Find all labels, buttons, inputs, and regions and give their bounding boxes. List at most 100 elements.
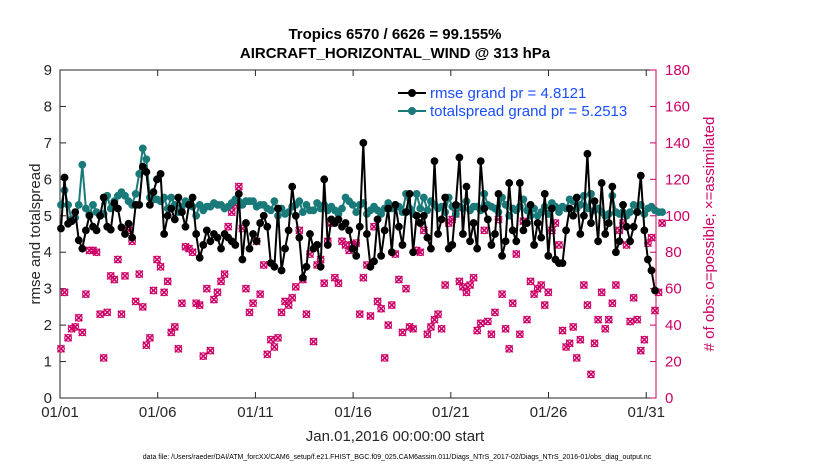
rmse-point: [469, 219, 478, 227]
obs-assimilated-marker: [604, 315, 613, 324]
obs-assimilated-marker: [216, 277, 226, 286]
obs-assimilated-marker: [409, 324, 418, 333]
obs-possible-marker: [469, 273, 478, 282]
rmse-point: [626, 237, 635, 246]
totalspread-point: [555, 208, 563, 217]
rmse-point: [459, 230, 467, 238]
rmse-point: [380, 226, 389, 235]
y2-tick-label: 180: [665, 62, 690, 79]
obs-assimilated-marker: [78, 328, 87, 337]
obs-assimilated-marker: [544, 288, 553, 297]
obs-possible-marker: [334, 279, 343, 288]
rmse-point: [395, 222, 403, 231]
obs-possible-marker: [288, 293, 297, 302]
obs-assimilated-marker: [156, 262, 165, 271]
obs-assimilated-marker: [213, 288, 222, 297]
obs-assimilated-marker: [558, 326, 567, 335]
obs-possible-marker: [284, 301, 293, 309]
obs-assimilated-marker: [355, 310, 364, 319]
obs-possible-marker: [71, 323, 80, 331]
obs-assimilated-marker: [633, 315, 642, 324]
totalspread-point: [419, 193, 428, 202]
obs-assimilated-marker: [601, 324, 610, 333]
rmse-point: [277, 266, 286, 275]
obs-assimilated-marker: [320, 279, 329, 288]
y-tick-label: 9: [44, 62, 52, 79]
obs-possible-marker: [234, 182, 243, 191]
obs-possible-marker: [309, 337, 318, 346]
obs-possible-marker: [476, 319, 485, 328]
rmse-point: [455, 153, 464, 162]
totalspread-point: [626, 208, 635, 217]
obs-possible-marker: [224, 222, 233, 231]
rmse-point: [153, 175, 161, 184]
obs-possible-marker: [146, 333, 154, 342]
obs-possible-marker: [213, 288, 222, 297]
obs-assimilated-marker: [163, 277, 172, 286]
obs-possible-marker: [373, 297, 382, 306]
rmse-point: [370, 257, 378, 266]
rmse-point: [647, 266, 656, 275]
obs-possible-marker: [256, 290, 265, 299]
totalspread-point: [249, 197, 257, 206]
obs-assimilated-marker: [433, 310, 443, 319]
rmse-point: [362, 230, 371, 238]
obs-possible-marker: [78, 328, 87, 337]
totalspread-point: [295, 197, 304, 206]
rmse-point: [512, 237, 521, 246]
totalspread-point: [423, 206, 432, 215]
rmse-point: [113, 204, 122, 213]
obs-assimilated-marker: [401, 284, 411, 293]
obs-possible-marker: [501, 324, 510, 333]
obs-assimilated-marker: [245, 308, 254, 317]
rmse-point: [348, 244, 357, 253]
obs-possible-marker: [466, 281, 474, 289]
obs-possible-marker: [629, 293, 638, 302]
obs-assimilated-marker: [501, 324, 510, 333]
rmse-point: [462, 182, 471, 191]
obs-assimilated-marker: [248, 299, 258, 308]
rmse-point: [412, 211, 421, 220]
totalspread-point: [195, 200, 204, 209]
rmse-point: [615, 237, 624, 246]
totalspread-point: [658, 208, 667, 217]
obs-assimilated-marker: [270, 342, 279, 352]
rmse-point: [533, 219, 542, 227]
obs-assimilated-marker: [188, 248, 197, 257]
obs-assimilated-marker: [64, 333, 73, 342]
obs-assimilated-marker: [160, 288, 169, 297]
obs-assimilated-marker: [384, 321, 393, 330]
rmse-point: [259, 211, 268, 220]
rmse-point: [441, 193, 450, 202]
obs-assimilated-marker: [373, 297, 382, 306]
obs-assimilated-marker: [636, 346, 645, 355]
rmse-point: [128, 233, 137, 242]
totalspread-point: [309, 206, 318, 215]
y2-tick-label: 140: [665, 135, 690, 152]
rmse-point: [359, 138, 368, 147]
obs-assimilated-marker: [512, 249, 521, 259]
rmse-point: [60, 173, 69, 182]
obs-possible-marker: [163, 277, 172, 286]
rmse-point: [483, 215, 492, 224]
obs-assimilated-marker: [256, 290, 265, 299]
obs-possible-marker: [178, 299, 186, 308]
chart-subtitle: AIRCRAFT_HORIZONTAL_WIND @ 313 hPa: [240, 45, 551, 62]
obs-assimilated-marker: [209, 295, 219, 304]
totalspread-point: [579, 191, 588, 200]
obs-possible-marker: [398, 328, 407, 337]
rmse-point: [117, 223, 126, 232]
rmse-point: [651, 286, 659, 295]
obs-assimilated-marker: [487, 330, 496, 339]
y-axis-label: rmse and totalspread: [27, 164, 44, 305]
rmse-point: [377, 251, 386, 260]
obs-assimilated-marker: [629, 293, 638, 302]
obs-assimilated-marker: [576, 335, 585, 344]
rmse-point: [341, 219, 350, 227]
rmse-point: [274, 204, 282, 213]
totalspread-point: [302, 200, 311, 209]
obs-assimilated-marker: [441, 280, 450, 290]
rmse-point: [160, 230, 169, 238]
rmse-point: [202, 226, 211, 235]
rmse-point: [480, 204, 489, 213]
